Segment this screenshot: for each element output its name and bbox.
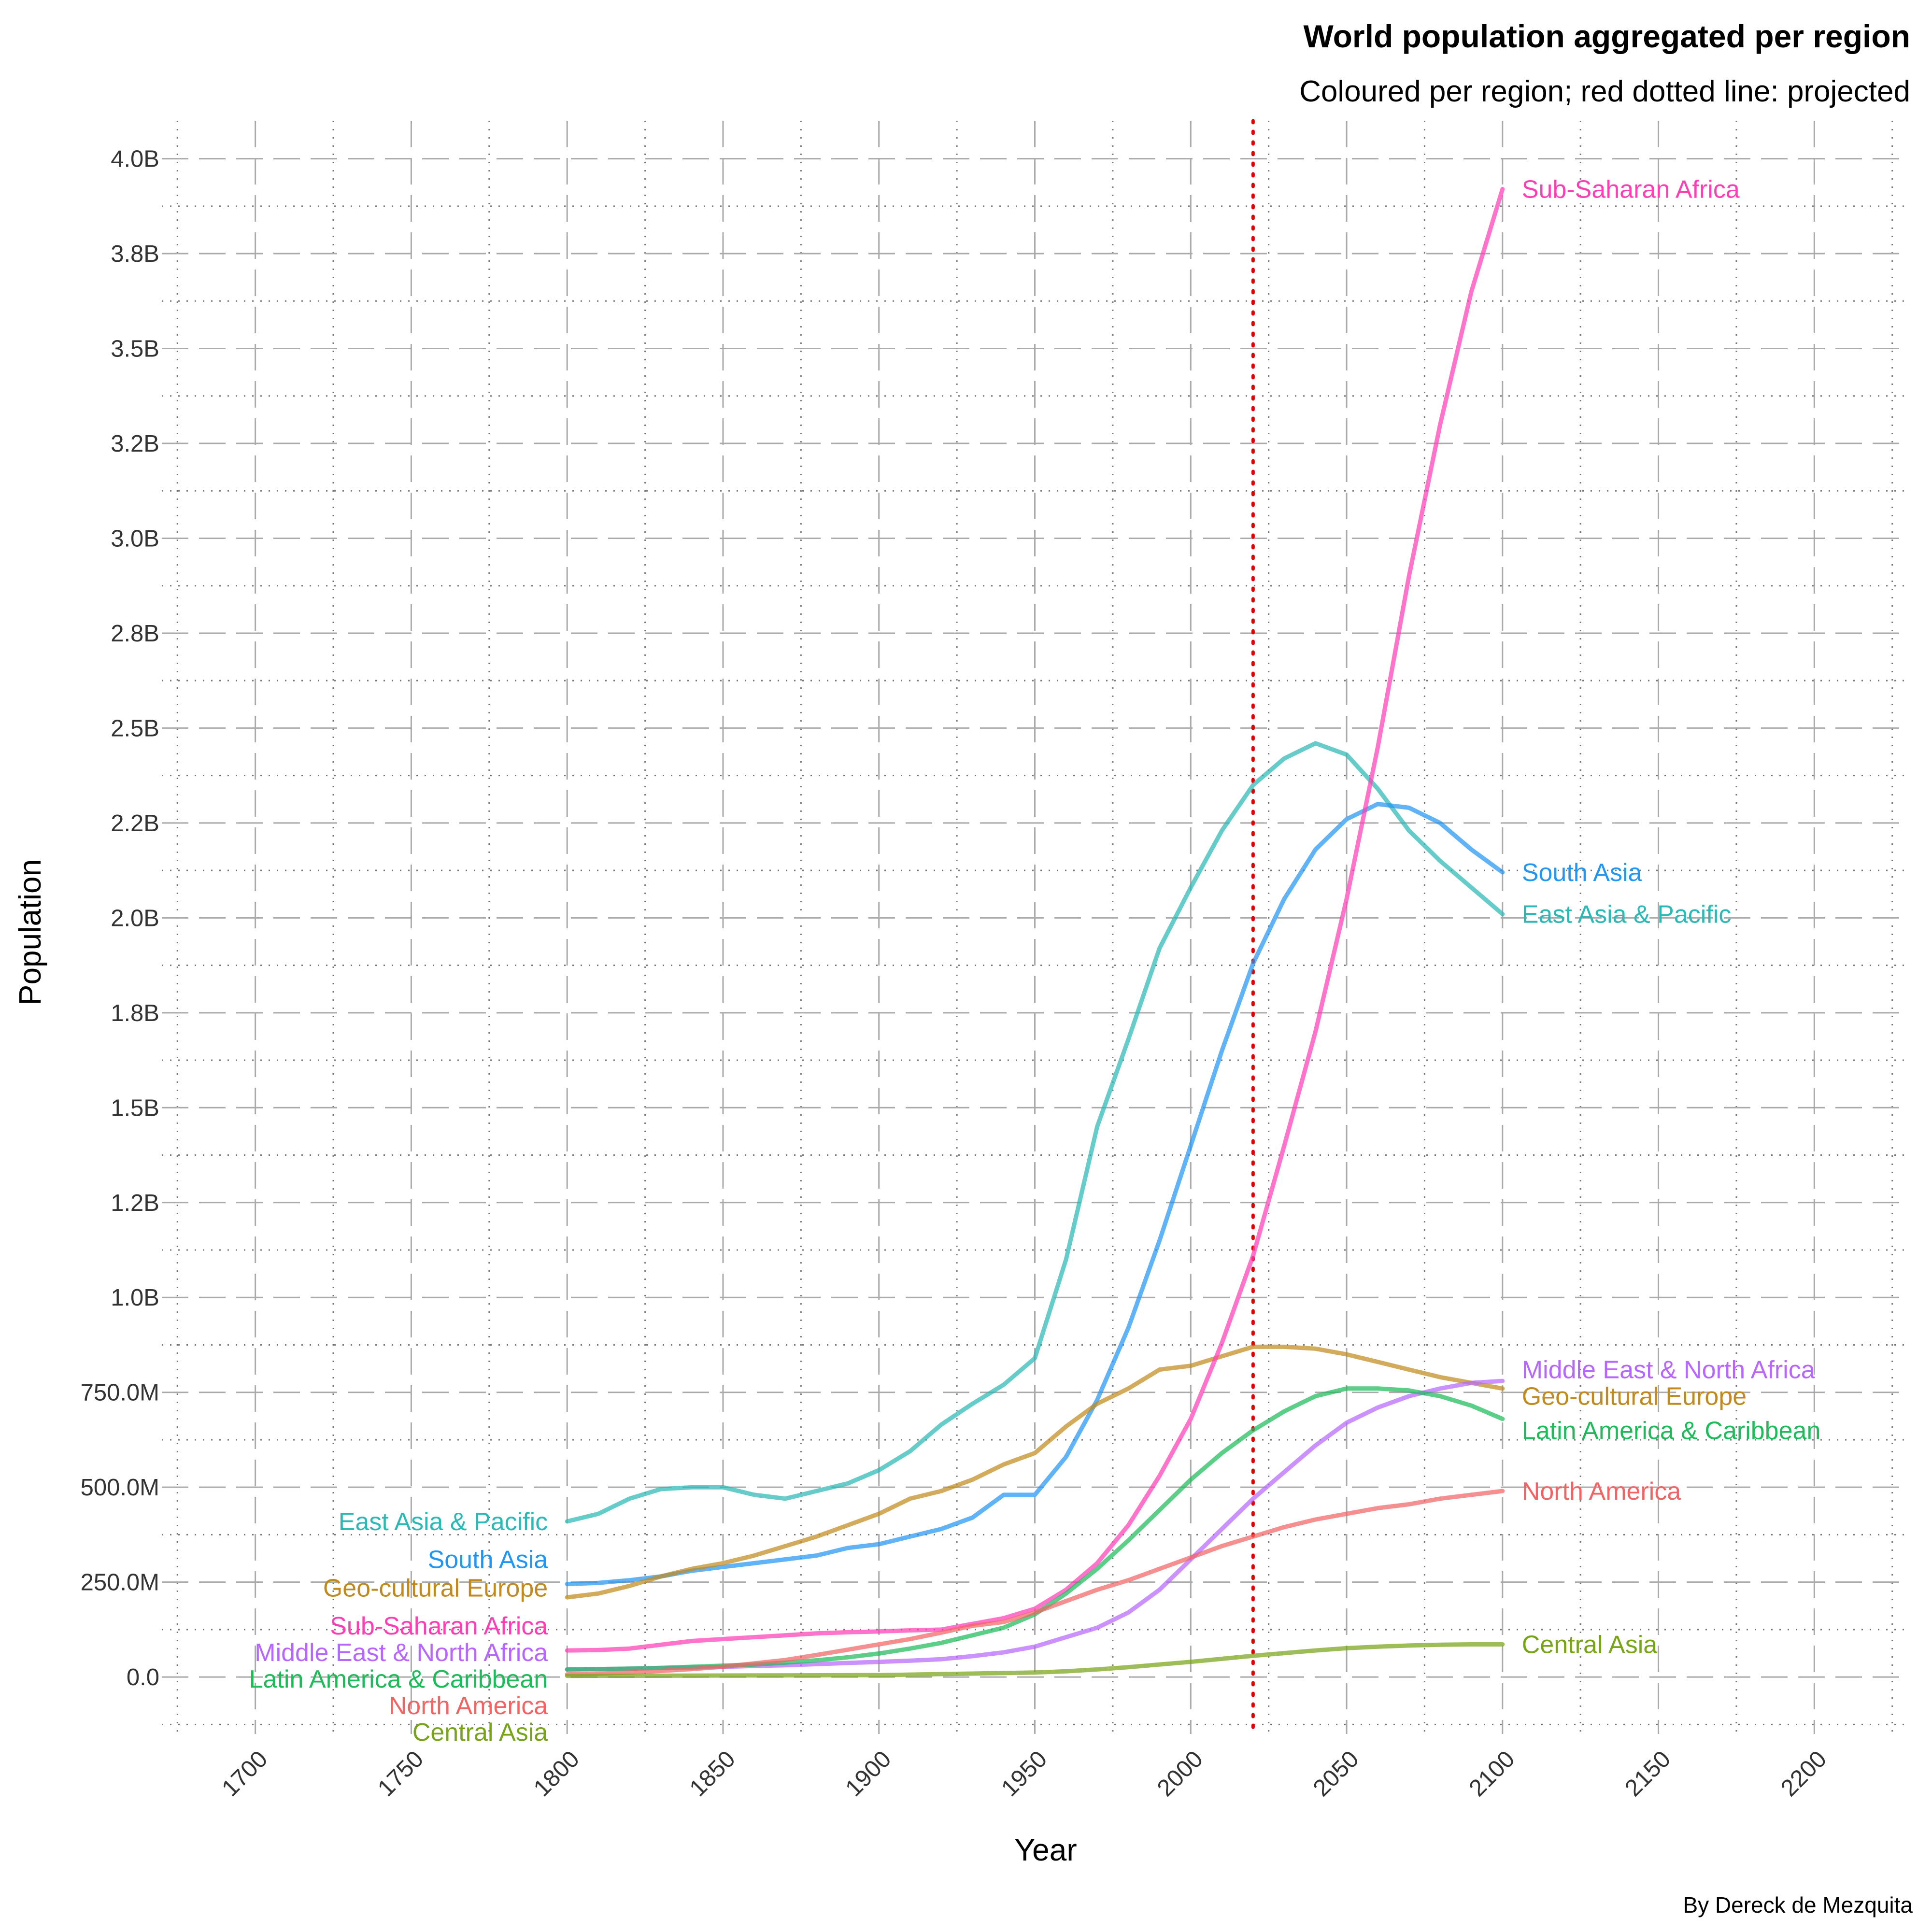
y-tick-label: 1.2B: [111, 1190, 159, 1216]
y-tick-label: 250.0M: [81, 1570, 159, 1596]
x-tick-label: 1800: [529, 1746, 584, 1802]
series-layer: [565, 187, 1505, 1678]
y-tick-label: 1.5B: [111, 1095, 159, 1121]
series-end-label: Central Asia: [1522, 1631, 1657, 1659]
y-tick-label: 1.0B: [111, 1285, 159, 1311]
y-tick-label: 750.0M: [81, 1380, 159, 1406]
series-end-label: East Asia & Pacific: [1522, 900, 1732, 928]
y-tick-label: 2.2B: [111, 810, 159, 837]
series-line: [565, 1344, 1505, 1600]
y-tick-label: 4.0B: [111, 146, 159, 172]
x-tick-label: 2150: [1620, 1746, 1676, 1802]
series-line: [565, 187, 1505, 1653]
x-tick-label: 2000: [1152, 1746, 1208, 1802]
series-line: [565, 1642, 1505, 1678]
series-line: [565, 802, 1505, 1587]
x-tick-label: 2100: [1464, 1746, 1520, 1802]
x-tick-label: 2050: [1308, 1746, 1364, 1802]
y-tick-label: 1.8B: [111, 1000, 159, 1026]
series-start-label: North America: [389, 1692, 548, 1720]
series-end-label: Middle East & North Africa: [1522, 1356, 1815, 1384]
y-tick-label: 3.5B: [111, 336, 159, 362]
series-end-label: South Asia: [1522, 859, 1642, 887]
series-end-label: Geo-cultural Europe: [1522, 1383, 1747, 1411]
y-tick-label: 0.0: [127, 1664, 159, 1690]
chart-title: World population aggregated per region: [1304, 18, 1910, 54]
series-line: [565, 741, 1505, 1524]
series-start-label: Latin America & Caribbean: [249, 1665, 548, 1693]
y-tick-label: 2.5B: [111, 715, 159, 741]
series-start-label: South Asia: [428, 1546, 548, 1574]
grid-lines: [162, 121, 1908, 1734]
series-start-label: Geo-cultural Europe: [323, 1574, 548, 1602]
x-axis-ticks: 1700 1750 1800 1850 1900 1950 2000 2050 2100 2150…: [217, 1746, 1832, 1802]
y-tick-label: 500.0M: [81, 1475, 159, 1501]
x-tick-label: 1900: [840, 1746, 896, 1802]
chart-caption: By Dereck de Mezquita: [1683, 1892, 1913, 1918]
x-tick-label: 1950: [996, 1746, 1052, 1802]
y-tick-label: 3.2B: [111, 431, 159, 457]
series-start-label: Sub-Saharan Africa: [330, 1612, 548, 1640]
series-start-label: Middle East & North Africa: [255, 1639, 548, 1667]
chart-subtitle: Coloured per region; red dotted line: pr…: [1299, 75, 1910, 108]
y-axis-ticks: 0.0 250.0M 500.0M 750.0M 1.0B 1.2B 1.5B 1.8B 2.0…: [81, 146, 159, 1691]
series-start-label: Central Asia: [412, 1719, 548, 1747]
series-end-label: North America: [1522, 1477, 1681, 1506]
series-end-label: Sub-Saharan Africa: [1522, 175, 1740, 203]
y-tick-label: 3.0B: [111, 526, 159, 552]
x-tick-label: 1750: [373, 1746, 428, 1802]
y-tick-label: 2.0B: [111, 905, 159, 931]
y-tick-label: 3.8B: [111, 241, 159, 267]
x-tick-label: 1700: [217, 1746, 272, 1802]
x-tick-label: 2200: [1776, 1746, 1832, 1802]
series-end-label: Latin America & Caribbean: [1522, 1417, 1821, 1445]
y-axis-title: Population: [13, 859, 47, 1005]
series-line: [565, 1489, 1505, 1677]
x-tick-label: 1850: [684, 1746, 740, 1802]
y-tick-label: 2.8B: [111, 621, 159, 647]
series-start-label: East Asia & Pacific: [339, 1508, 548, 1536]
x-axis-title: Year: [1014, 1833, 1077, 1867]
